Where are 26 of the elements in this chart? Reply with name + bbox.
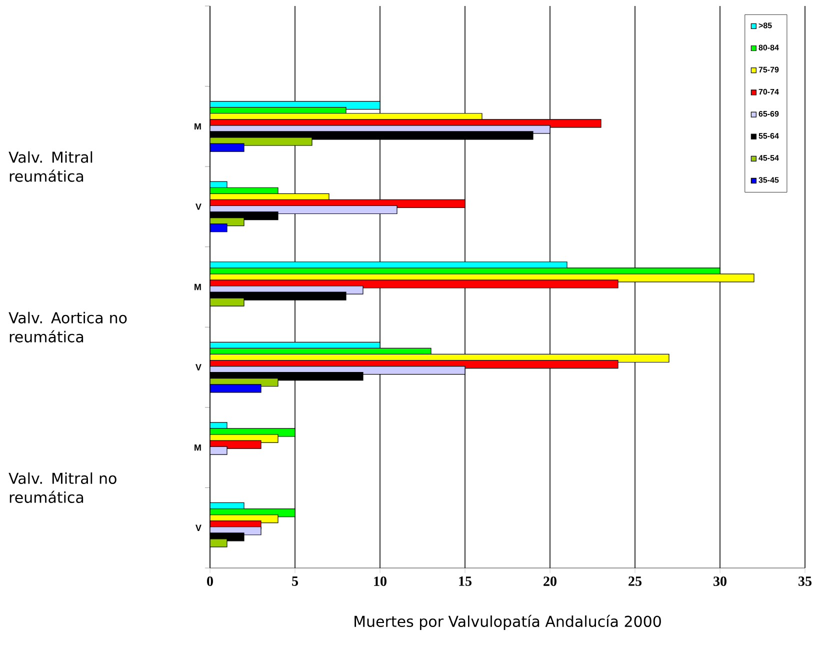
text: Valv. Mitral reumática <box>8 151 92 182</box>
legend-label: 70-74 <box>758 88 779 95</box>
legend-label: 55-64 <box>758 133 779 139</box>
x-tick-label: 35 <box>798 576 812 586</box>
y-tick-label: V <box>196 364 202 370</box>
x-tick-label: 0 <box>207 576 213 586</box>
y-tick-label: V <box>196 204 202 210</box>
y-tick-label: V <box>196 524 202 531</box>
x-tick-label: 5 <box>292 576 298 586</box>
legend-label: 45-54 <box>758 155 779 161</box>
legend-label: 80-84 <box>758 44 779 50</box>
text: Valv. Aortica no reumática <box>8 312 127 342</box>
legend-label: 35-45 <box>758 177 779 183</box>
x-axis-title: Muertes por Valvulopatía Andalucía 2000 <box>354 614 661 630</box>
legend-label: >85 <box>758 22 772 28</box>
x-tick-label: 25 <box>628 576 642 586</box>
x-tick-label: 15 <box>459 576 472 586</box>
legend-label: 65-69 <box>758 110 779 117</box>
text: Valv. Mitral no reumática <box>8 472 116 504</box>
x-tick-label: 10 <box>374 576 386 586</box>
legend-label: 75-79 <box>758 66 779 72</box>
x-tick-label: 30 <box>714 576 726 586</box>
y-tick-label: M <box>194 284 201 290</box>
y-tick-label: M <box>194 123 201 130</box>
y-tick-label: M <box>194 444 201 451</box>
x-tick-label: 20 <box>544 576 556 586</box>
